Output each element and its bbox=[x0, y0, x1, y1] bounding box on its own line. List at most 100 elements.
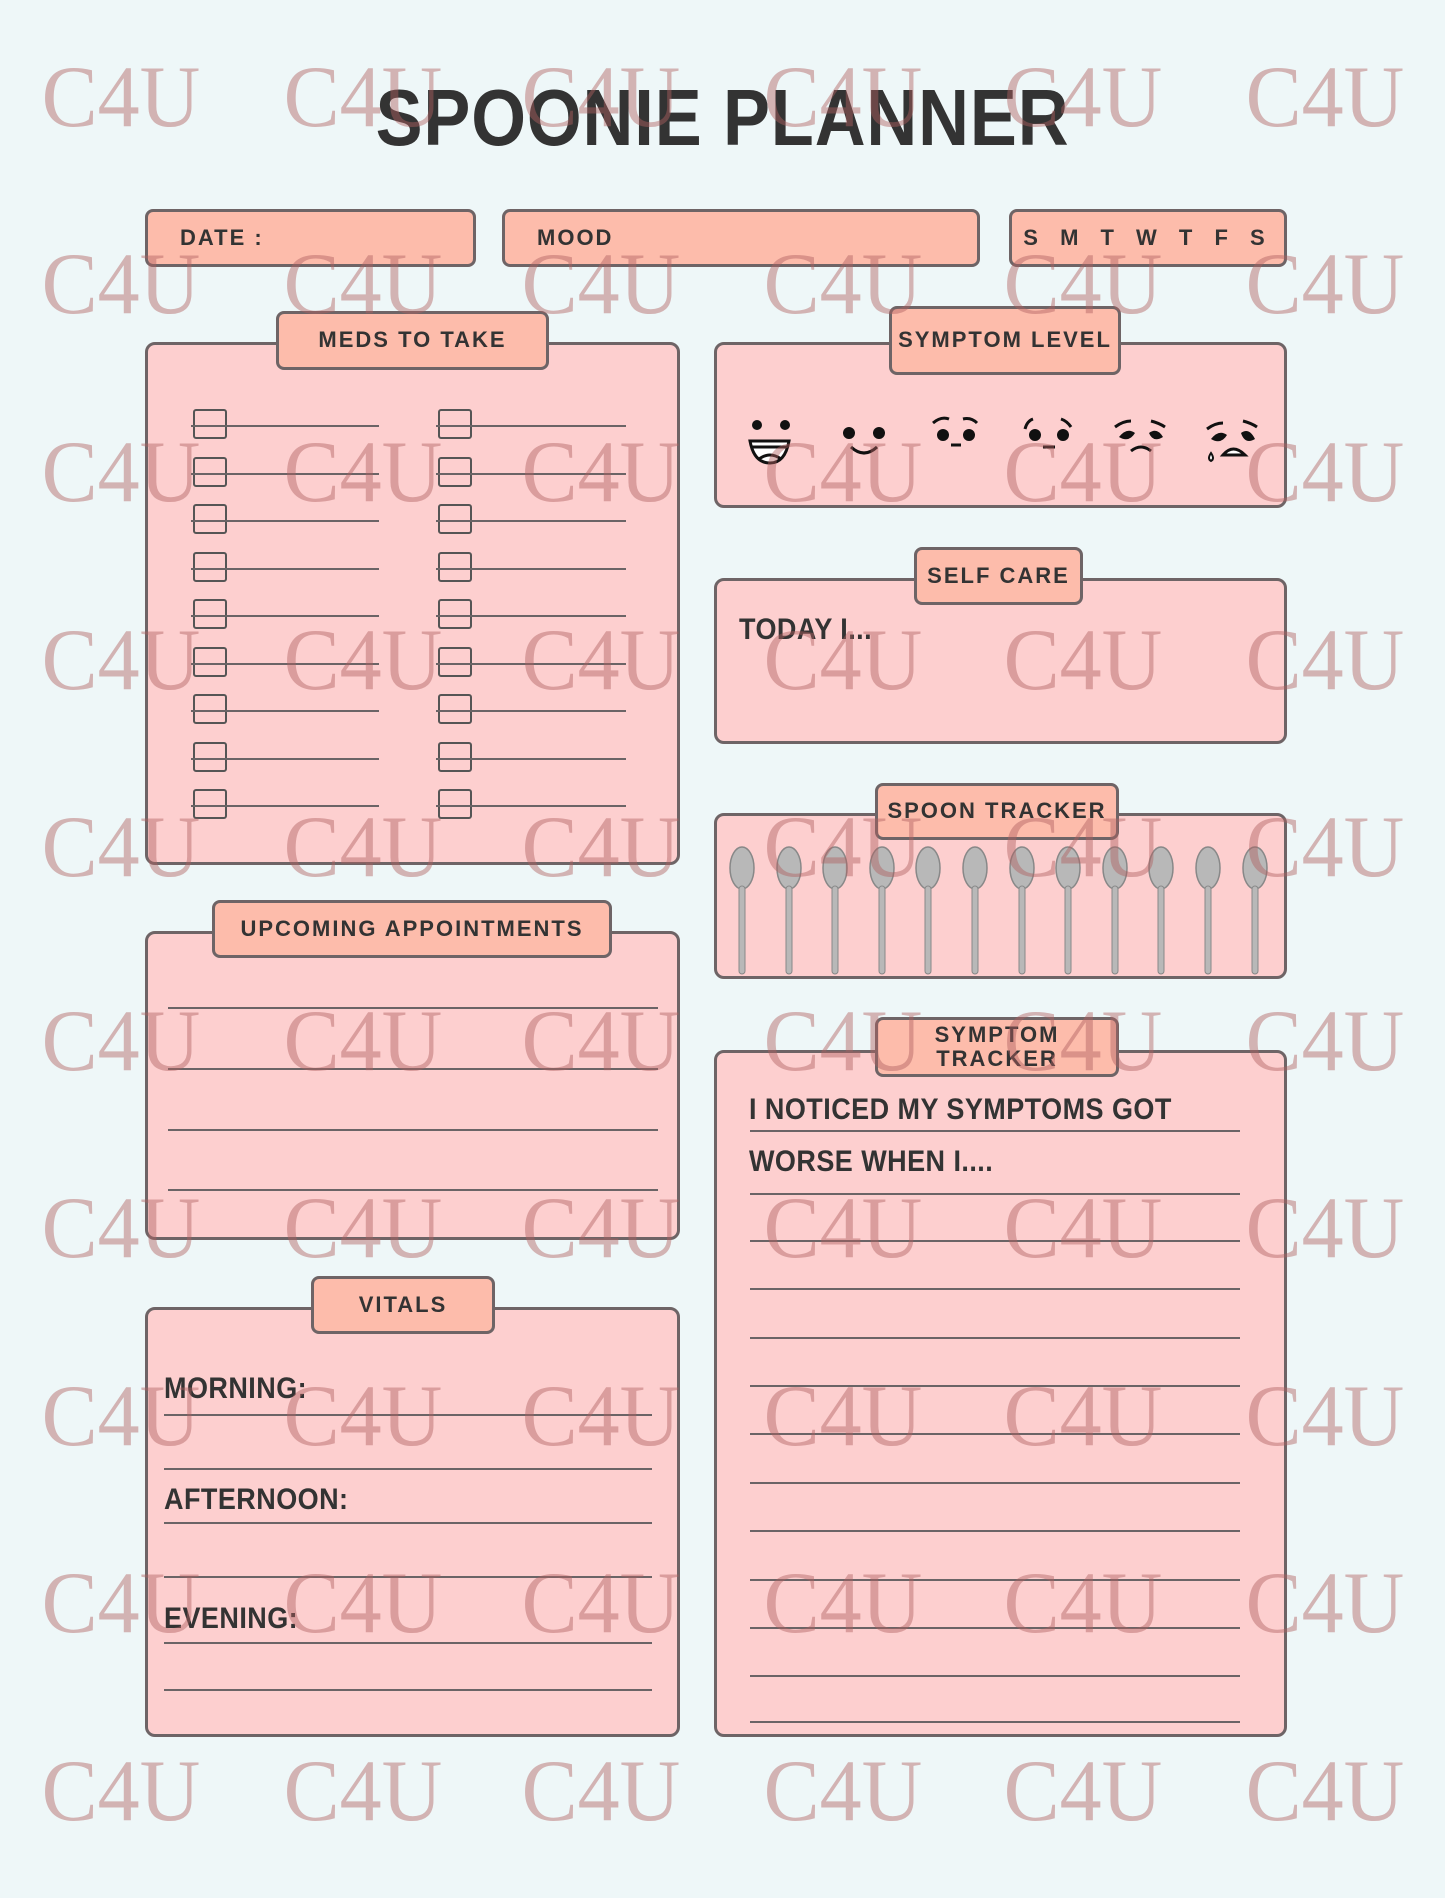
watermark: C4U bbox=[283, 1742, 443, 1840]
watermark: C4U bbox=[1245, 1742, 1405, 1840]
med-checkbox[interactable] bbox=[438, 646, 472, 677]
vitals-line bbox=[164, 1468, 652, 1470]
appointments-panel[interactable] bbox=[145, 931, 680, 1240]
smiling-face-icon[interactable] bbox=[837, 413, 893, 469]
weekday-field[interactable]: S M T W T F S bbox=[1009, 209, 1287, 267]
med-checkbox[interactable] bbox=[193, 409, 227, 439]
vitals-line bbox=[164, 1522, 652, 1524]
med-line bbox=[436, 567, 626, 570]
spoon-icon[interactable] bbox=[960, 846, 990, 976]
med-line bbox=[436, 472, 626, 475]
meds-tab: MEDS TO TAKE bbox=[276, 311, 549, 370]
spoon-tracker-tab: SPOON TRACKER bbox=[875, 783, 1119, 840]
symptom-tracker-tab: SYMPTOM TRACKER bbox=[875, 1017, 1119, 1077]
symptom-tracker-panel[interactable]: I NOTICED MY SYMPTOMS GOT WORSE WHEN I..… bbox=[714, 1050, 1287, 1737]
med-checkbox[interactable] bbox=[438, 504, 472, 534]
med-checkbox[interactable] bbox=[438, 599, 472, 629]
vitals-line bbox=[164, 1576, 652, 1578]
symptom-tracker-line bbox=[750, 1530, 1240, 1532]
med-line bbox=[191, 757, 379, 760]
watermark: C4U bbox=[763, 1742, 923, 1840]
med-checkbox[interactable] bbox=[438, 456, 472, 487]
spoon-icon[interactable] bbox=[1193, 846, 1223, 976]
spoon-tracker-panel bbox=[714, 813, 1287, 979]
symptom-tracker-line bbox=[750, 1240, 1240, 1242]
symptom-tracker-line bbox=[750, 1721, 1240, 1723]
vitals-line bbox=[164, 1689, 652, 1691]
appointment-line bbox=[168, 1189, 658, 1191]
med-checkbox[interactable] bbox=[438, 694, 472, 724]
vitals-afternoon-label: AFTERNOON: bbox=[164, 1483, 349, 1516]
mood-label: MOOD bbox=[537, 225, 614, 250]
med-checkbox[interactable] bbox=[193, 646, 227, 677]
med-line bbox=[191, 520, 379, 522]
symptom-tracker-prompt-line1: I NOTICED MY SYMPTOMS GOT bbox=[749, 1093, 1172, 1126]
med-line bbox=[436, 520, 626, 522]
symptom-tracker-line bbox=[750, 1385, 1240, 1387]
symptom-tracker-line bbox=[750, 1433, 1240, 1435]
med-line bbox=[436, 662, 626, 665]
med-checkbox[interactable] bbox=[193, 504, 227, 534]
vitals-panel[interactable]: MORNING: AFTERNOON: EVENING: bbox=[145, 1307, 680, 1737]
spoon-icon[interactable] bbox=[867, 846, 897, 976]
appointments-tab: UPCOMING APPOINTMENTS bbox=[212, 900, 612, 958]
spoon-icon[interactable] bbox=[774, 846, 804, 976]
med-checkbox[interactable] bbox=[193, 599, 227, 629]
med-line bbox=[191, 710, 379, 712]
spoon-icon[interactable] bbox=[1240, 846, 1270, 976]
med-line bbox=[436, 615, 626, 617]
med-line bbox=[436, 425, 626, 427]
crying-face-icon[interactable] bbox=[1205, 413, 1261, 469]
symptom-tracker-line bbox=[750, 1675, 1240, 1677]
weekday-label: S M T W T F S bbox=[1023, 225, 1273, 250]
watermark: C4U bbox=[41, 1742, 201, 1840]
symptom-level-tab: SYMPTOM LEVEL bbox=[889, 306, 1121, 375]
date-label: DATE : bbox=[180, 225, 264, 250]
mood-field[interactable]: MOOD bbox=[502, 209, 980, 267]
worried-face-icon[interactable] bbox=[1021, 413, 1077, 469]
med-line bbox=[191, 615, 379, 617]
med-checkbox[interactable] bbox=[193, 789, 227, 819]
symptom-tracker-line bbox=[750, 1193, 1240, 1195]
spoon-icon[interactable] bbox=[1146, 846, 1176, 976]
spoon-icon[interactable] bbox=[913, 846, 943, 976]
med-checkbox[interactable] bbox=[193, 456, 227, 487]
page-title: SPOONIE PLANNER bbox=[375, 73, 1070, 162]
laughing-face-icon[interactable] bbox=[745, 413, 801, 469]
spoon-icon[interactable] bbox=[1007, 846, 1037, 976]
med-checkbox[interactable] bbox=[193, 694, 227, 724]
vitals-line bbox=[164, 1414, 652, 1416]
meds-panel bbox=[145, 342, 680, 865]
self-care-tab: SELF CARE bbox=[914, 547, 1083, 605]
med-checkbox[interactable] bbox=[438, 789, 472, 819]
med-checkbox[interactable] bbox=[193, 551, 227, 582]
med-checkbox[interactable] bbox=[193, 741, 227, 772]
symptom-tracker-prompt-line2: WORSE WHEN I.... bbox=[749, 1145, 994, 1178]
spoon-icon[interactable] bbox=[727, 846, 757, 976]
appointment-line bbox=[168, 1007, 658, 1009]
med-checkbox[interactable] bbox=[438, 741, 472, 772]
appointment-line bbox=[168, 1068, 658, 1070]
watermark: C4U bbox=[521, 1742, 681, 1840]
watermark: C4U bbox=[1003, 1742, 1163, 1840]
med-line bbox=[191, 425, 379, 427]
vitals-tab: VITALS bbox=[311, 1276, 495, 1334]
med-line bbox=[191, 472, 379, 475]
symptom-tracker-line bbox=[750, 1288, 1240, 1290]
med-line bbox=[191, 805, 379, 807]
vitals-line bbox=[164, 1642, 652, 1644]
med-checkbox[interactable] bbox=[438, 551, 472, 582]
sad-face-icon[interactable] bbox=[1113, 413, 1169, 469]
date-field[interactable]: DATE : bbox=[145, 209, 476, 267]
vitals-evening-label: EVENING: bbox=[164, 1602, 299, 1635]
med-checkbox[interactable] bbox=[438, 409, 472, 439]
symptom-tracker-line bbox=[750, 1337, 1240, 1339]
spoon-icon[interactable] bbox=[820, 846, 850, 976]
self-care-panel[interactable]: TODAY I... bbox=[714, 578, 1287, 744]
neutral-face-icon[interactable] bbox=[929, 413, 985, 469]
spoon-icon[interactable] bbox=[1100, 846, 1130, 976]
symptom-tracker-line bbox=[750, 1130, 1240, 1132]
spoon-icon[interactable] bbox=[1053, 846, 1083, 976]
self-care-prompt: TODAY I... bbox=[739, 613, 873, 646]
